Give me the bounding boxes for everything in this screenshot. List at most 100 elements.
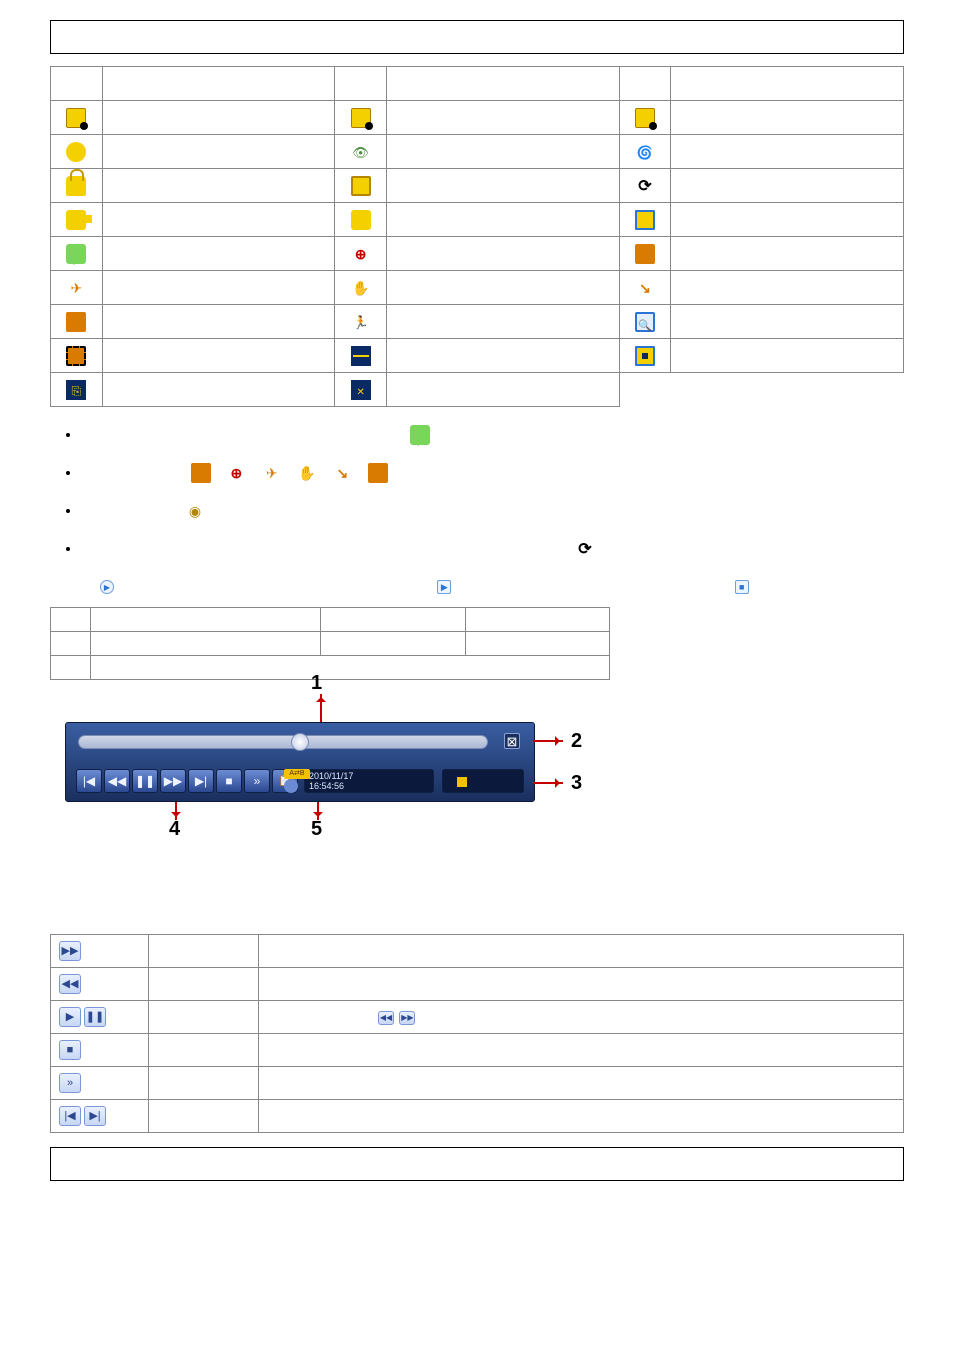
ctrl-desc: [259, 935, 904, 968]
cell-b7: [387, 305, 620, 339]
cell-c3: [671, 169, 904, 203]
ctrl-label: [149, 1100, 259, 1133]
intro-paragraph: [50, 577, 904, 595]
cell-b6: [387, 271, 620, 305]
zoom-icon: [635, 312, 655, 332]
player-panel: ⊠ |◀ ◀◀ ❚❚ ▶▶ ▶| ■ » 📋 A⇄B 2010/11/17 16…: [65, 722, 535, 802]
stop-icon: ■: [59, 1040, 81, 1060]
note-item: [80, 539, 904, 559]
puzzle2-icon: [635, 244, 655, 264]
stop-button[interactable]: ■: [216, 769, 242, 793]
window-icon: [635, 210, 655, 230]
timestamp-display: 2010/11/17 16:54:56: [304, 769, 434, 793]
cell-c1: [671, 101, 904, 135]
player-legend-table: [50, 607, 610, 680]
transport-buttons: |◀ ◀◀ ❚❚ ▶▶ ▶| ■ » 📋: [76, 769, 298, 793]
cell-a7: [102, 305, 335, 339]
prev-button[interactable]: |◀: [76, 769, 102, 793]
record-card-icon: [635, 108, 655, 128]
notes-list: [80, 425, 904, 559]
pl-cell: [91, 608, 321, 632]
record-card-icon: [66, 108, 86, 128]
pause-icon: ❚❚: [84, 1007, 106, 1027]
annotation-2: 2: [571, 730, 582, 753]
rewind-button[interactable]: ◀◀: [104, 769, 130, 793]
run-icon: [351, 312, 371, 332]
play-round-icon: [100, 580, 114, 594]
cell-b2: [387, 135, 620, 169]
cell-c6: [671, 271, 904, 305]
speech-icon: [66, 244, 86, 264]
ctrl-label: [149, 1034, 259, 1067]
hand-icon: [297, 463, 317, 483]
arrow-2: [533, 740, 563, 742]
ab-loop-badge[interactable]: A⇄B: [284, 769, 310, 779]
note-item: [80, 501, 904, 521]
lock-icon: [66, 176, 86, 196]
forward-button[interactable]: ▶▶: [160, 769, 186, 793]
plugin-icon: [66, 380, 86, 400]
ctrl-desc: [259, 1034, 904, 1067]
cell-a2: [102, 135, 335, 169]
seek-track[interactable]: [78, 735, 488, 749]
swirl-icon: [66, 142, 86, 162]
pl-cell: [91, 632, 321, 656]
arrow-1: [320, 694, 322, 722]
puzzle-icon: [191, 463, 211, 483]
seek-knob[interactable]: [291, 733, 309, 751]
refresh-icon: [635, 176, 655, 196]
mini-ff-icon: ▶▶: [399, 1011, 415, 1025]
split-icon: [351, 346, 371, 366]
record-card-icon: [351, 108, 371, 128]
target-icon: [635, 346, 655, 366]
ctrl-label: [149, 935, 259, 968]
ctrl-desc: [259, 968, 904, 1001]
cell-c5: [671, 237, 904, 271]
prev-file-icon: |◀: [59, 1106, 81, 1126]
crosshair-icon: [351, 244, 371, 264]
swirl2-icon: [635, 142, 655, 162]
skip-icon: »: [59, 1073, 81, 1093]
cell-c4: [671, 203, 904, 237]
hand-icon: [351, 278, 371, 298]
player-preview: 1 ⊠ |◀ ◀◀ ❚❚ ▶▶ ▶| ■ » 📋 A⇄B 2010/11/17 …: [55, 672, 575, 822]
cell-a5: [102, 237, 335, 271]
cell-b4: [387, 203, 620, 237]
globe-badge[interactable]: [284, 779, 298, 793]
refresh-icon: [575, 539, 595, 559]
date-text: 2010/11/17: [309, 771, 429, 781]
close-button[interactable]: ⊠: [504, 733, 520, 749]
record-circle-icon: [185, 501, 205, 521]
camera-icon: [66, 210, 86, 230]
stop-small-icon: [735, 580, 749, 594]
skip-button[interactable]: »: [244, 769, 270, 793]
pl-cell: [51, 632, 91, 656]
status-display: [442, 769, 524, 793]
pl-cell: [321, 632, 466, 656]
arrow-3: [533, 782, 563, 784]
cell-a1: [102, 101, 335, 135]
cell-b8: [387, 339, 620, 373]
annotation-3: 3: [571, 772, 582, 795]
ctrl-label: [149, 1067, 259, 1100]
ff-icon: ▶▶: [59, 941, 81, 961]
cell-c2: [671, 135, 904, 169]
annotation-5: 5: [311, 818, 322, 841]
cell-c8: [671, 339, 904, 373]
cell-a3: [102, 169, 335, 203]
page-header-box: [50, 20, 904, 54]
fullscreen-icon: [66, 346, 86, 366]
next-button[interactable]: ▶|: [188, 769, 214, 793]
pause-button[interactable]: ❚❚: [132, 769, 158, 793]
time-text: 16:54:56: [309, 781, 429, 791]
arrow-down-icon: [332, 463, 352, 483]
pl-cell: [321, 608, 466, 632]
pl-cell: [465, 632, 610, 656]
ctrl-desc: ◀◀ ▶▶: [259, 1001, 904, 1034]
note-item: [80, 425, 904, 445]
next-file-icon: ▶|: [84, 1106, 106, 1126]
speech-icon: [410, 425, 430, 445]
play-icon: ▶: [59, 1007, 81, 1027]
rw-icon: ◀◀: [59, 974, 81, 994]
note-item: [80, 463, 904, 483]
